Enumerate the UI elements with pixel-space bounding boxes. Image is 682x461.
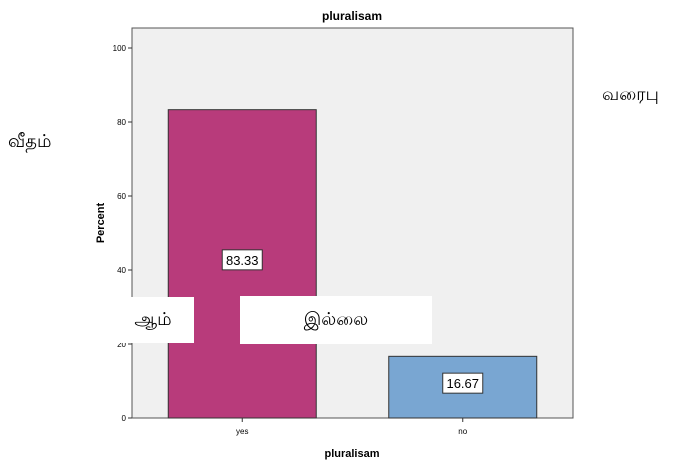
y-tick-label: 0 bbox=[122, 414, 127, 423]
y-axis: 0 20 40 60 80 100 bbox=[113, 44, 132, 423]
y-tick-label: 60 bbox=[117, 192, 126, 201]
yes-overlay-label: ஆம் bbox=[112, 297, 194, 343]
no-overlay-label: இல்லை bbox=[240, 296, 432, 344]
chart-title: pluralisam bbox=[322, 9, 382, 23]
y-tick-label: 80 bbox=[117, 118, 126, 127]
right-annotation-text: வரைபு bbox=[602, 84, 659, 107]
data-label: 83.33 bbox=[226, 253, 259, 268]
x-axis-label: pluralisam bbox=[324, 448, 379, 460]
left-annotation-text: வீதம் bbox=[8, 124, 68, 160]
data-label: 16.67 bbox=[446, 376, 479, 391]
y-tick-label: 40 bbox=[117, 266, 126, 275]
y-axis-label: Percent bbox=[95, 202, 107, 243]
data-label-box bbox=[221, 249, 263, 271]
y-tick-label: 100 bbox=[113, 44, 127, 53]
x-tick-label: no bbox=[458, 427, 467, 436]
x-axis: yes no bbox=[236, 418, 468, 436]
data-label-box bbox=[442, 372, 484, 394]
y-tick-label: 20 bbox=[117, 340, 126, 349]
x-tick-label: yes bbox=[236, 427, 248, 436]
bars: 83.33 16.67 bbox=[167, 109, 538, 419]
